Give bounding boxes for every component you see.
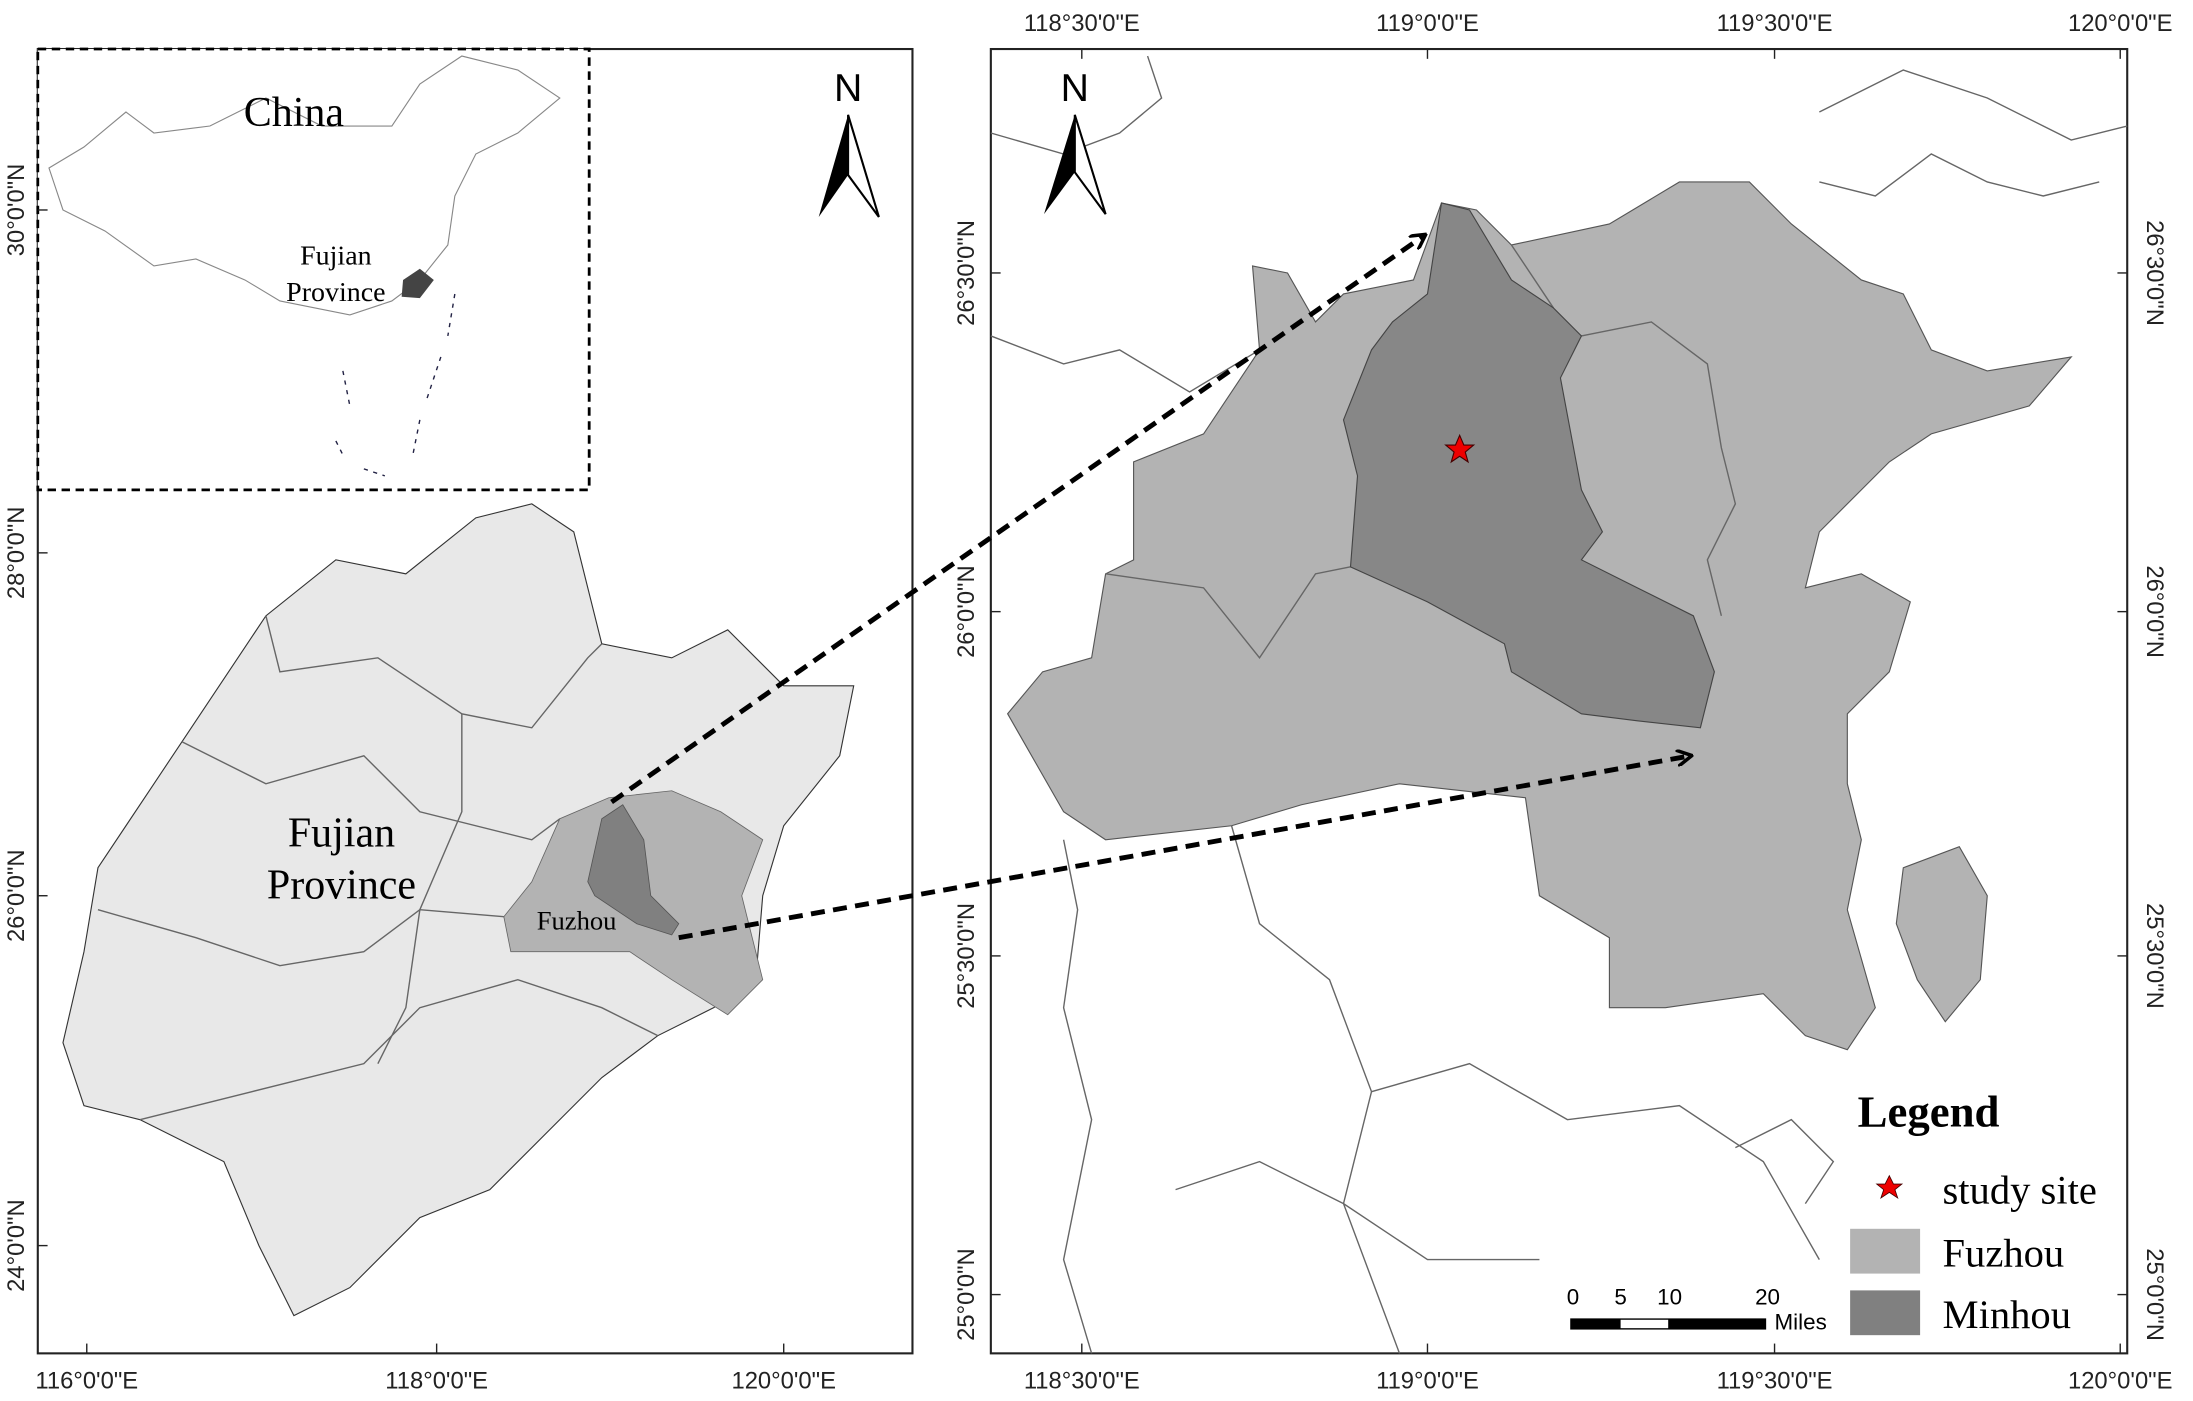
minhou-left [587, 804, 680, 936]
prefecture-border [139, 978, 659, 1121]
inset-province-label: Fujian [300, 241, 371, 272]
scale-tick: 5 [1614, 1284, 1626, 1309]
x-tick-label: 120°0'0"E [2068, 10, 2172, 37]
north-arrow [818, 114, 849, 217]
city-label: Fuzhou [537, 905, 617, 935]
y-tick-label: 26°0'0"N [953, 565, 980, 658]
county-border [1175, 1160, 1540, 1261]
y-tick-label: 30°0'0"N [3, 164, 30, 257]
north-arrow [847, 114, 880, 218]
legend-title: Legend [1858, 1087, 2000, 1137]
y-tick-label: 24°0'0"N [3, 1199, 30, 1292]
county-border [1062, 839, 1093, 1354]
north-label: N [834, 67, 862, 110]
north-label: N [1061, 67, 1089, 110]
coastline [1735, 1118, 1835, 1205]
zoom-arrow [610, 235, 1425, 804]
minhou-right [1342, 202, 1715, 729]
north-arrow [1044, 114, 1075, 215]
county-border [990, 55, 1163, 155]
scale-unit: Miles [1775, 1310, 1827, 1335]
legend-label: study site [1942, 1168, 2096, 1213]
x-tick-label: 116°0'0"E [35, 1367, 138, 1394]
legend-symbol [1875, 1174, 1904, 1200]
inset-frame [36, 47, 591, 492]
y-tick-label: 26°0'0"N [2141, 565, 2168, 658]
x-tick-label: 120°0'0"E [2068, 1367, 2172, 1394]
prefecture-border [181, 741, 561, 841]
county-border [1230, 825, 1401, 1354]
county-border [1581, 321, 1737, 617]
coastline [1819, 69, 2128, 141]
north-arrow [1073, 114, 1107, 215]
legend-swatch [1850, 1290, 1921, 1336]
fujian-inset [401, 268, 434, 299]
nine-dash-line [335, 293, 456, 477]
study-site-marker [1444, 433, 1476, 464]
y-tick-label: 25°0'0"N [2141, 1248, 2168, 1341]
legend-swatch [1850, 1228, 1921, 1274]
scale-bar [1620, 1319, 1669, 1329]
scale-tick: 0 [1567, 1284, 1579, 1309]
x-tick-label: 118°30'0"E [1024, 10, 1140, 37]
x-tick-label: 118°30'0"E [1024, 1367, 1140, 1394]
y-tick-label: 26°0'0"N [3, 849, 30, 942]
x-tick-label: 120°0'0"E [731, 1367, 835, 1394]
legend-label: Fuzhou [1942, 1231, 2064, 1276]
scale-tick: 10 [1657, 1284, 1682, 1309]
county-border [1105, 566, 1351, 659]
inset-province-label: Province [286, 277, 385, 308]
y-tick-label: 25°30'0"N [953, 903, 980, 1009]
y-tick-label: 28°0'0"N [3, 507, 30, 600]
county-border [1371, 1062, 1820, 1260]
legend-label: Minhou [1942, 1292, 2071, 1337]
coastline [1819, 153, 2100, 197]
x-tick-label: 118°0'0"E [385, 1367, 488, 1394]
region-label: Fujian [288, 811, 395, 857]
scale-tick: 20 [1755, 1284, 1780, 1309]
x-tick-label: 119°0'0"E [1376, 10, 1479, 37]
y-tick-label: 26°30'0"N [2141, 220, 2168, 326]
county-border [990, 335, 1260, 393]
prefecture-border [97, 909, 504, 967]
county-border [1510, 244, 1555, 309]
fujian-province [62, 503, 855, 1317]
x-tick-label: 119°0'0"E [1376, 1367, 1479, 1394]
y-tick-label: 25°30'0"N [2141, 903, 2168, 1009]
y-tick-label: 25°0'0"N [953, 1248, 980, 1341]
x-tick-label: 119°30'0"E [1717, 1367, 1833, 1394]
zoom-arrow [678, 756, 1691, 941]
island [1895, 846, 1988, 1023]
region-label: Province [267, 863, 416, 909]
china-outline [48, 55, 561, 316]
x-tick-label: 119°30'0"E [1717, 10, 1833, 37]
inset-country-label: China [244, 90, 345, 136]
y-tick-label: 26°30'0"N [953, 220, 980, 326]
prefecture-border [377, 713, 463, 1064]
